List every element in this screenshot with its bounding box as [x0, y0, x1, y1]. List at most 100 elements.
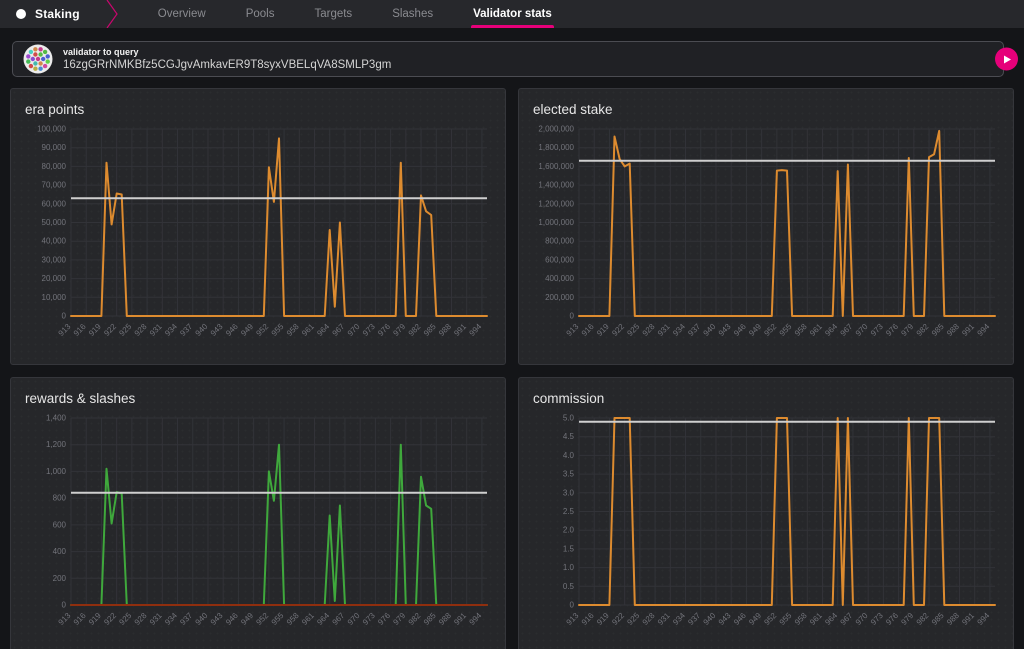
svg-text:50,000: 50,000: [42, 218, 67, 227]
svg-text:991: 991: [960, 611, 976, 627]
svg-text:985: 985: [422, 322, 438, 338]
validator-address-input[interactable]: [63, 59, 993, 71]
svg-text:991: 991: [452, 322, 468, 338]
tab-pools[interactable]: Pools: [226, 0, 295, 28]
svg-text:991: 991: [960, 322, 976, 338]
svg-text:3.0: 3.0: [563, 488, 575, 497]
chart-panel-era-points: era points913916919922925928931934937940…: [10, 88, 506, 365]
svg-text:976: 976: [884, 322, 900, 338]
svg-text:2.5: 2.5: [563, 507, 575, 516]
svg-text:800,000: 800,000: [545, 237, 574, 246]
svg-text:934: 934: [671, 322, 687, 338]
svg-text:913: 913: [57, 322, 73, 338]
svg-text:934: 934: [671, 611, 687, 627]
svg-text:937: 937: [178, 322, 194, 338]
svg-text:946: 946: [224, 611, 240, 627]
svg-text:988: 988: [945, 322, 961, 338]
chart-title: rewards & slashes: [25, 391, 493, 406]
svg-text:928: 928: [641, 611, 657, 627]
svg-text:925: 925: [625, 611, 641, 627]
svg-text:937: 937: [686, 322, 702, 338]
svg-text:934: 934: [163, 322, 179, 338]
svg-text:5.0: 5.0: [563, 414, 575, 423]
svg-text:913: 913: [57, 611, 73, 627]
svg-text:928: 928: [641, 322, 657, 338]
svg-text:940: 940: [702, 611, 718, 627]
tab-targets[interactable]: Targets: [294, 0, 372, 28]
svg-text:976: 976: [376, 611, 392, 627]
svg-text:982: 982: [407, 322, 423, 338]
svg-text:979: 979: [391, 322, 407, 338]
svg-text:979: 979: [899, 611, 915, 627]
svg-text:988: 988: [437, 611, 453, 627]
svg-text:3.5: 3.5: [563, 470, 575, 479]
svg-text:961: 961: [300, 611, 316, 627]
svg-text:958: 958: [285, 611, 301, 627]
svg-text:946: 946: [732, 611, 748, 627]
query-fields: validator to query: [63, 47, 993, 71]
svg-text:913: 913: [565, 322, 581, 338]
svg-text:970: 970: [346, 611, 362, 627]
svg-text:400: 400: [53, 547, 67, 556]
validator-identicon: [23, 44, 53, 74]
svg-text:970: 970: [346, 322, 362, 338]
svg-text:949: 949: [747, 611, 763, 627]
svg-text:988: 988: [945, 611, 961, 627]
svg-text:100,000: 100,000: [37, 125, 66, 134]
svg-text:925: 925: [117, 611, 133, 627]
svg-text:931: 931: [148, 322, 164, 338]
query-box: validator to query: [12, 41, 1004, 77]
svg-text:919: 919: [87, 322, 103, 338]
svg-text:976: 976: [884, 611, 900, 627]
validator-query-row: validator to query: [12, 41, 1014, 77]
svg-text:958: 958: [285, 322, 301, 338]
query-field-label: validator to query: [63, 47, 993, 57]
svg-text:946: 946: [224, 322, 240, 338]
svg-text:20,000: 20,000: [42, 274, 67, 283]
svg-text:985: 985: [930, 322, 946, 338]
svg-text:0: 0: [62, 601, 67, 610]
svg-text:976: 976: [376, 322, 392, 338]
svg-text:925: 925: [625, 322, 641, 338]
nav-bar: Staking OverviewPoolsTargetsSlashesValid…: [0, 0, 1024, 28]
svg-text:940: 940: [702, 322, 718, 338]
svg-text:800: 800: [53, 494, 67, 503]
svg-text:994: 994: [468, 611, 484, 627]
svg-text:985: 985: [422, 611, 438, 627]
svg-text:940: 940: [194, 322, 210, 338]
tab-overview[interactable]: Overview: [138, 0, 226, 28]
svg-text:928: 928: [133, 611, 149, 627]
svg-text:952: 952: [762, 611, 778, 627]
chart-panel-elected-stake: elected stake913916919922925928931934937…: [518, 88, 1014, 365]
svg-text:952: 952: [254, 322, 270, 338]
svg-text:400,000: 400,000: [545, 274, 574, 283]
svg-text:200,000: 200,000: [545, 293, 574, 302]
svg-text:1,000: 1,000: [46, 467, 67, 476]
svg-text:937: 937: [178, 611, 194, 627]
svg-text:949: 949: [239, 322, 255, 338]
svg-text:970: 970: [854, 611, 870, 627]
svg-text:994: 994: [976, 611, 992, 627]
svg-text:10,000: 10,000: [42, 293, 67, 302]
svg-text:991: 991: [452, 611, 468, 627]
svg-text:919: 919: [87, 611, 103, 627]
app-menu[interactable]: Staking: [0, 0, 88, 28]
svg-text:982: 982: [407, 611, 423, 627]
svg-text:916: 916: [580, 611, 596, 627]
svg-text:922: 922: [102, 322, 118, 338]
svg-text:973: 973: [869, 322, 885, 338]
svg-text:970: 970: [854, 322, 870, 338]
chart-canvas: 9139169199229259289319349379409439469499…: [23, 410, 493, 641]
svg-text:955: 955: [270, 611, 286, 627]
svg-text:931: 931: [656, 322, 672, 338]
tab-slashes[interactable]: Slashes: [372, 0, 453, 28]
tab-validator-stats[interactable]: Validator stats: [453, 0, 572, 28]
svg-text:1,200: 1,200: [46, 440, 67, 449]
svg-text:60,000: 60,000: [42, 199, 67, 208]
svg-text:952: 952: [254, 611, 270, 627]
svg-text:1.0: 1.0: [563, 563, 575, 572]
svg-text:973: 973: [361, 611, 377, 627]
svg-text:940: 940: [194, 611, 210, 627]
svg-text:0: 0: [62, 312, 67, 321]
query-submit-button[interactable]: [995, 48, 1018, 71]
